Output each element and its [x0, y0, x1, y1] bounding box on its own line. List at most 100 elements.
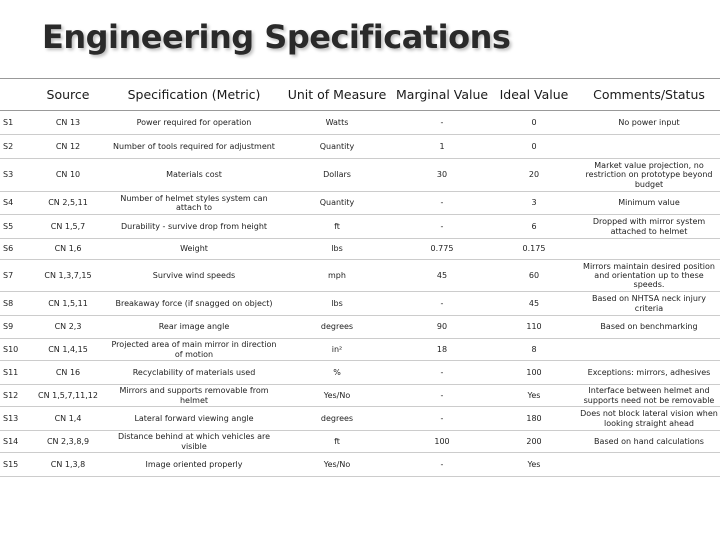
cell-ideal: Yes: [490, 452, 578, 477]
cell-source: CN 1,5,7,11,12: [28, 384, 108, 407]
cell-unit: Dollars: [280, 158, 394, 192]
table-row: S10 CN 1,4,15 Projected area of main mirro…: [0, 338, 720, 361]
table-row: S4 CN 2,5,11 Number of helmet styles syste…: [0, 191, 720, 215]
cell-unit: Yes/No: [280, 452, 394, 477]
cell-comments: Mirrors maintain desired position and or…: [578, 259, 720, 292]
cell-source: CN 1,6: [28, 238, 108, 260]
cell-source: CN 1,4: [28, 406, 108, 431]
cell-id: S1: [0, 110, 28, 135]
cell-unit: lbs: [280, 238, 394, 260]
cell-source: CN 1,5,7: [28, 214, 108, 239]
cell-comments: Market value projection, no restriction …: [578, 158, 720, 192]
cell-comments: [578, 134, 720, 159]
cell-unit: ft: [280, 214, 394, 239]
table-row: S1 CN 13 Power required for operation Watts…: [0, 110, 720, 135]
table-row: S5 CN 1,5,7 Durability - survive drop from…: [0, 214, 720, 239]
cell-comments: Minimum value: [578, 191, 720, 215]
table-row: S14 CN 2,3,8,9 Distance behind at which ve…: [0, 430, 720, 453]
cell-comments: Based on hand calculations: [578, 430, 720, 453]
cell-id: S7: [0, 259, 28, 292]
cell-source: CN 16: [28, 360, 108, 385]
cell-id: S5: [0, 214, 28, 239]
cell-ideal: 0: [490, 134, 578, 159]
cell-unit: Watts: [280, 110, 394, 135]
cell-comments: Exceptions: mirrors, adhesives: [578, 360, 720, 385]
cell-ideal: 20: [490, 158, 578, 192]
cell-spec: Number of tools required for adjustment: [108, 134, 280, 159]
cell-marginal: 100: [394, 430, 490, 453]
cell-ideal: Yes: [490, 384, 578, 407]
cell-spec: Durability - survive drop from height: [108, 214, 280, 239]
cell-id: S6: [0, 238, 28, 260]
cell-unit: degrees: [280, 315, 394, 339]
cell-marginal: -: [394, 191, 490, 215]
cell-spec: Survive wind speeds: [108, 259, 280, 292]
cell-comments: Interface between helmet and supports ne…: [578, 384, 720, 407]
cell-marginal: -: [394, 384, 490, 407]
cell-comments: No power input: [578, 110, 720, 135]
cell-id: S15: [0, 452, 28, 477]
cell-id: S13: [0, 406, 28, 431]
cell-ideal: 0.175: [490, 238, 578, 260]
header-spec: Specification (Metric): [108, 78, 280, 111]
cell-unit: Yes/No: [280, 384, 394, 407]
cell-source: CN 2,5,11: [28, 191, 108, 215]
table-row: S3 CN 10 Materials cost Dollars 30 20 Market v…: [0, 158, 720, 192]
cell-ideal: 100: [490, 360, 578, 385]
spec-table-body: S1 CN 13 Power required for operation Watts…: [0, 110, 720, 477]
table-row: S13 CN 1,4 Lateral forward viewing angle de…: [0, 406, 720, 431]
cell-ideal: 180: [490, 406, 578, 431]
header-marginal: Marginal Value: [394, 78, 490, 111]
cell-ideal: 110: [490, 315, 578, 339]
cell-marginal: -: [394, 291, 490, 316]
table-row: S2 CN 12 Number of tools required for adju…: [0, 134, 720, 159]
header-id: [0, 78, 28, 111]
cell-spec: Image oriented properly: [108, 452, 280, 477]
cell-id: S9: [0, 315, 28, 339]
cell-marginal: 1: [394, 134, 490, 159]
table-row: S8 CN 1,5,11 Breakaway force (if snagged o…: [0, 291, 720, 316]
cell-marginal: 90: [394, 315, 490, 339]
cell-spec: Materials cost: [108, 158, 280, 192]
cell-ideal: 0: [490, 110, 578, 135]
cell-marginal: 30: [394, 158, 490, 192]
cell-unit: lbs: [280, 291, 394, 316]
cell-unit: in²: [280, 338, 394, 361]
header-comments: Comments/Status: [578, 78, 720, 111]
cell-unit: ft: [280, 430, 394, 453]
table-row: S9 CN 2,3 Rear image angle degrees 90 110 Base…: [0, 315, 720, 339]
cell-ideal: 6: [490, 214, 578, 239]
page-title: Engineering Specifications: [42, 18, 511, 56]
table-row: S12 CN 1,5,7,11,12 Mirrors and supports re…: [0, 384, 720, 407]
cell-unit: %: [280, 360, 394, 385]
cell-marginal: -: [394, 110, 490, 135]
cell-source: CN 1,5,11: [28, 291, 108, 316]
cell-source: CN 1,3,7,15: [28, 259, 108, 292]
cell-source: CN 12: [28, 134, 108, 159]
cell-id: S12: [0, 384, 28, 407]
table-row: S6 CN 1,6 Weight lbs 0.775 0.175: [0, 238, 720, 260]
cell-source: CN 1,3,8: [28, 452, 108, 477]
cell-spec: Breakaway force (if snagged on object): [108, 291, 280, 316]
cell-comments: Based on benchmarking: [578, 315, 720, 339]
spec-table: Source Specification (Metric) Unit of Me…: [0, 78, 720, 477]
cell-ideal: 60: [490, 259, 578, 292]
cell-comments: [578, 238, 720, 260]
cell-id: S2: [0, 134, 28, 159]
table-row: S11 CN 16 Recyclability of materials used%…: [0, 360, 720, 385]
header-ideal: Ideal Value: [490, 78, 578, 111]
cell-ideal: 8: [490, 338, 578, 361]
cell-spec: Number of helmet styles system can attac…: [108, 191, 280, 215]
cell-marginal: 45: [394, 259, 490, 292]
cell-spec: Lateral forward viewing angle: [108, 406, 280, 431]
cell-id: S11: [0, 360, 28, 385]
cell-unit: Quantity: [280, 134, 394, 159]
cell-id: S10: [0, 338, 28, 361]
spec-table-wrapper: Source Specification (Metric) Unit of Me…: [0, 78, 720, 477]
cell-id: S3: [0, 158, 28, 192]
cell-source: CN 2,3,8,9: [28, 430, 108, 453]
cell-source: CN 10: [28, 158, 108, 192]
cell-comments: [578, 452, 720, 477]
cell-spec: Distance behind at which vehicles are vi…: [108, 430, 280, 453]
cell-comments: [578, 338, 720, 361]
